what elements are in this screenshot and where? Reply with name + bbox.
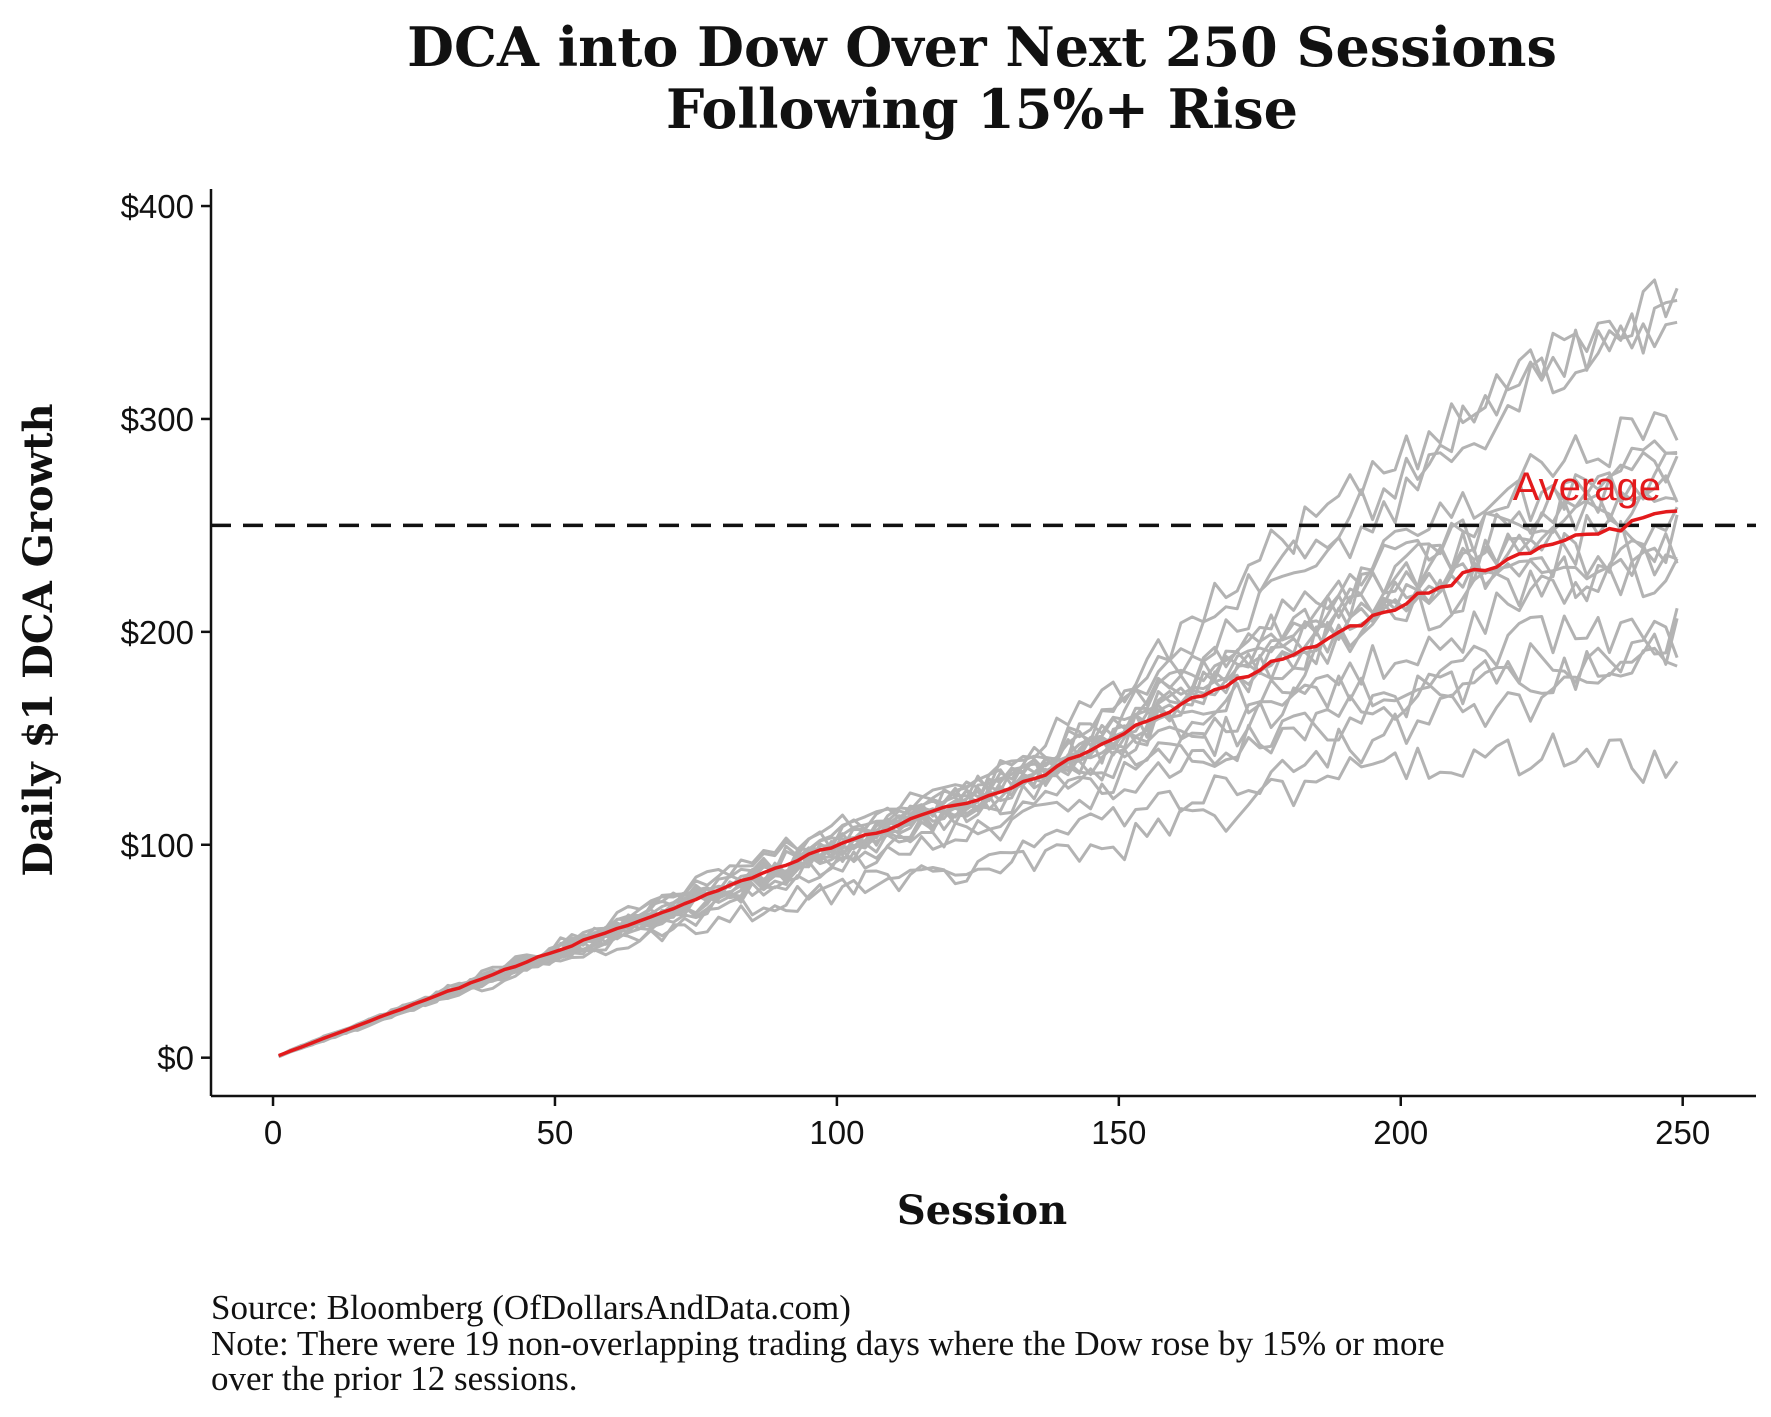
x-axis-title: Session (897, 1187, 1067, 1234)
chart-title-line-1: DCA into Dow Over Next 250 Sessions (407, 15, 1557, 79)
x-tick-label-3: 150 (1091, 1114, 1146, 1151)
individual-series-line-14 (278, 558, 1679, 1058)
individual-series-line-18 (278, 732, 1679, 1058)
x-tick-label-5: 250 (1655, 1114, 1710, 1151)
x-tick-label-1: 50 (537, 1114, 574, 1151)
y-axis-title: Daily $1 DCA Growth (15, 403, 62, 876)
x-tick-label-2: 100 (809, 1114, 864, 1151)
note-line-1: Note: There were 19 non-overlapping trad… (211, 1324, 1445, 1363)
individual-series-line-17 (277, 646, 1678, 1058)
chart-title-line-2: Following 15%+ Rise (666, 77, 1298, 141)
source-note: Source: Bloomberg (OfDollarsAndData.com) (211, 1288, 851, 1327)
y-tick-label-1: $100 (121, 827, 194, 864)
individual-series-line-3 (277, 298, 1678, 1059)
y-tick-label-2: $200 (121, 614, 194, 651)
note-line-2: over the prior 12 sessions. (211, 1359, 577, 1398)
average-label: Average (1513, 465, 1661, 509)
individual-series-line-4 (278, 411, 1679, 1059)
plot-area: Average (211, 278, 1756, 1059)
x-axis-ticks: 0 50 100 150 200 250 (264, 1096, 1710, 1151)
individual-series-line-2 (278, 278, 1679, 1059)
average-series-line (278, 509, 1678, 1058)
y-tick-label-3: $300 (121, 401, 194, 438)
y-tick-label-0: $0 (157, 1040, 194, 1077)
y-axis-ticks: $0 $100 $200 $300 $400 (121, 188, 211, 1077)
individual-series-group (277, 278, 1679, 1059)
individual-series-line-16 (278, 619, 1679, 1058)
x-tick-label-4: 200 (1373, 1114, 1428, 1151)
y-tick-label-4: $400 (121, 188, 194, 225)
individual-series-line-19 (277, 618, 1679, 1058)
x-tick-label-0: 0 (264, 1114, 282, 1151)
